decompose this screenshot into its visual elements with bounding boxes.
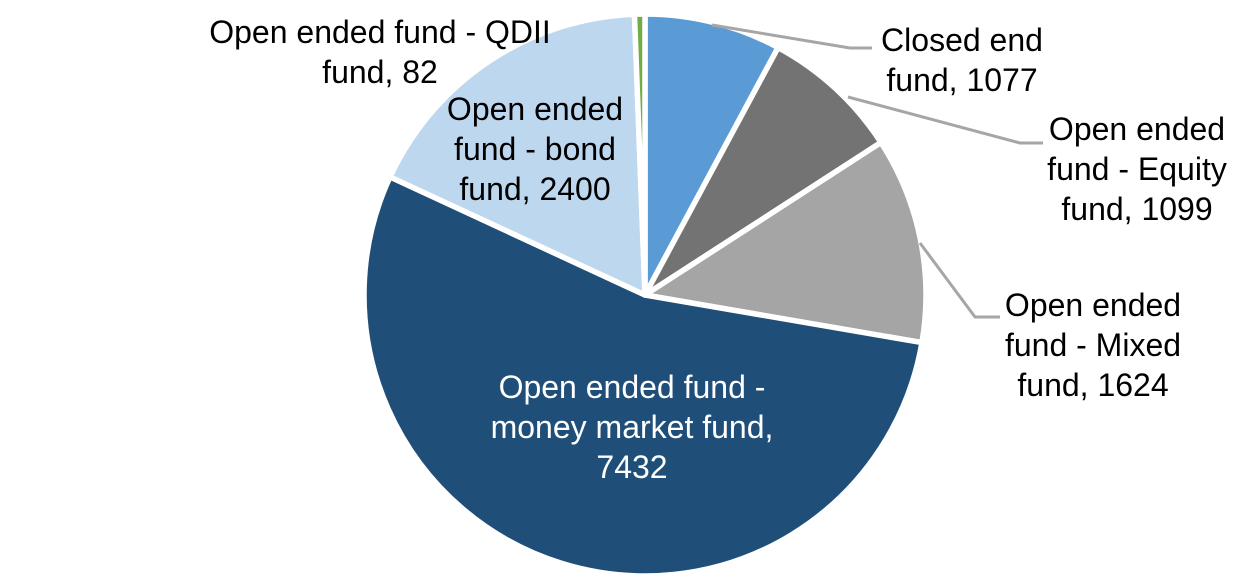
- data-label-line: fund - Mixed: [1004, 327, 1182, 363]
- pie-slice-qdii-fund: [631, 11, 648, 298]
- leader-line-closed-end-fund: [711, 23, 872, 50]
- pie-slice-closed-end-fund: [642, 11, 781, 298]
- pie-slice-mixed-fund: [642, 139, 929, 346]
- data-label-line: Open ended: [1048, 111, 1226, 147]
- data-label-line: 7432: [596, 449, 668, 485]
- data-label-line: Open ended fund -: [498, 369, 766, 405]
- data-label-qdii-fund: Open ended fund - QDII fund, 82: [190, 12, 570, 92]
- data-label-line: fund, 1624: [1017, 367, 1169, 403]
- data-label-closed-end-fund: Closed end fund, 1077: [867, 20, 1057, 100]
- data-label-line: Open ended fund - QDII: [209, 14, 551, 50]
- data-label-line: Open ended: [1004, 287, 1182, 323]
- data-label-line: fund - bond: [454, 131, 616, 167]
- data-label-bond-fund: Open ended fund - bond fund, 2400: [430, 89, 640, 209]
- data-label-line: money market fund,: [490, 409, 774, 445]
- pie-slice-bond-fund: [387, 11, 648, 298]
- data-label-money-market-fund: Open ended fund - money market fund, 743…: [467, 367, 797, 487]
- data-label-line: fund - Equity: [1047, 151, 1227, 187]
- pie-slice-money-market-fund: [361, 174, 925, 579]
- data-label-line: fund, 1077: [886, 62, 1038, 98]
- data-label-mixed-fund: Open ended fund - Mixed fund, 1624: [993, 285, 1193, 405]
- leader-line-mixed-fund: [918, 242, 1000, 319]
- data-label-line: Open ended: [446, 91, 624, 127]
- pie-slice-equity-fund: [642, 44, 884, 298]
- data-label-equity-fund: Open ended fund - Equity fund, 1099: [1032, 109, 1242, 229]
- data-label-line: fund, 82: [322, 54, 438, 90]
- data-label-line: Closed end: [881, 22, 1043, 58]
- data-label-line: fund, 1099: [1061, 191, 1213, 227]
- leader-line-equity-fund: [847, 95, 1043, 145]
- data-label-line: fund, 2400: [459, 171, 611, 207]
